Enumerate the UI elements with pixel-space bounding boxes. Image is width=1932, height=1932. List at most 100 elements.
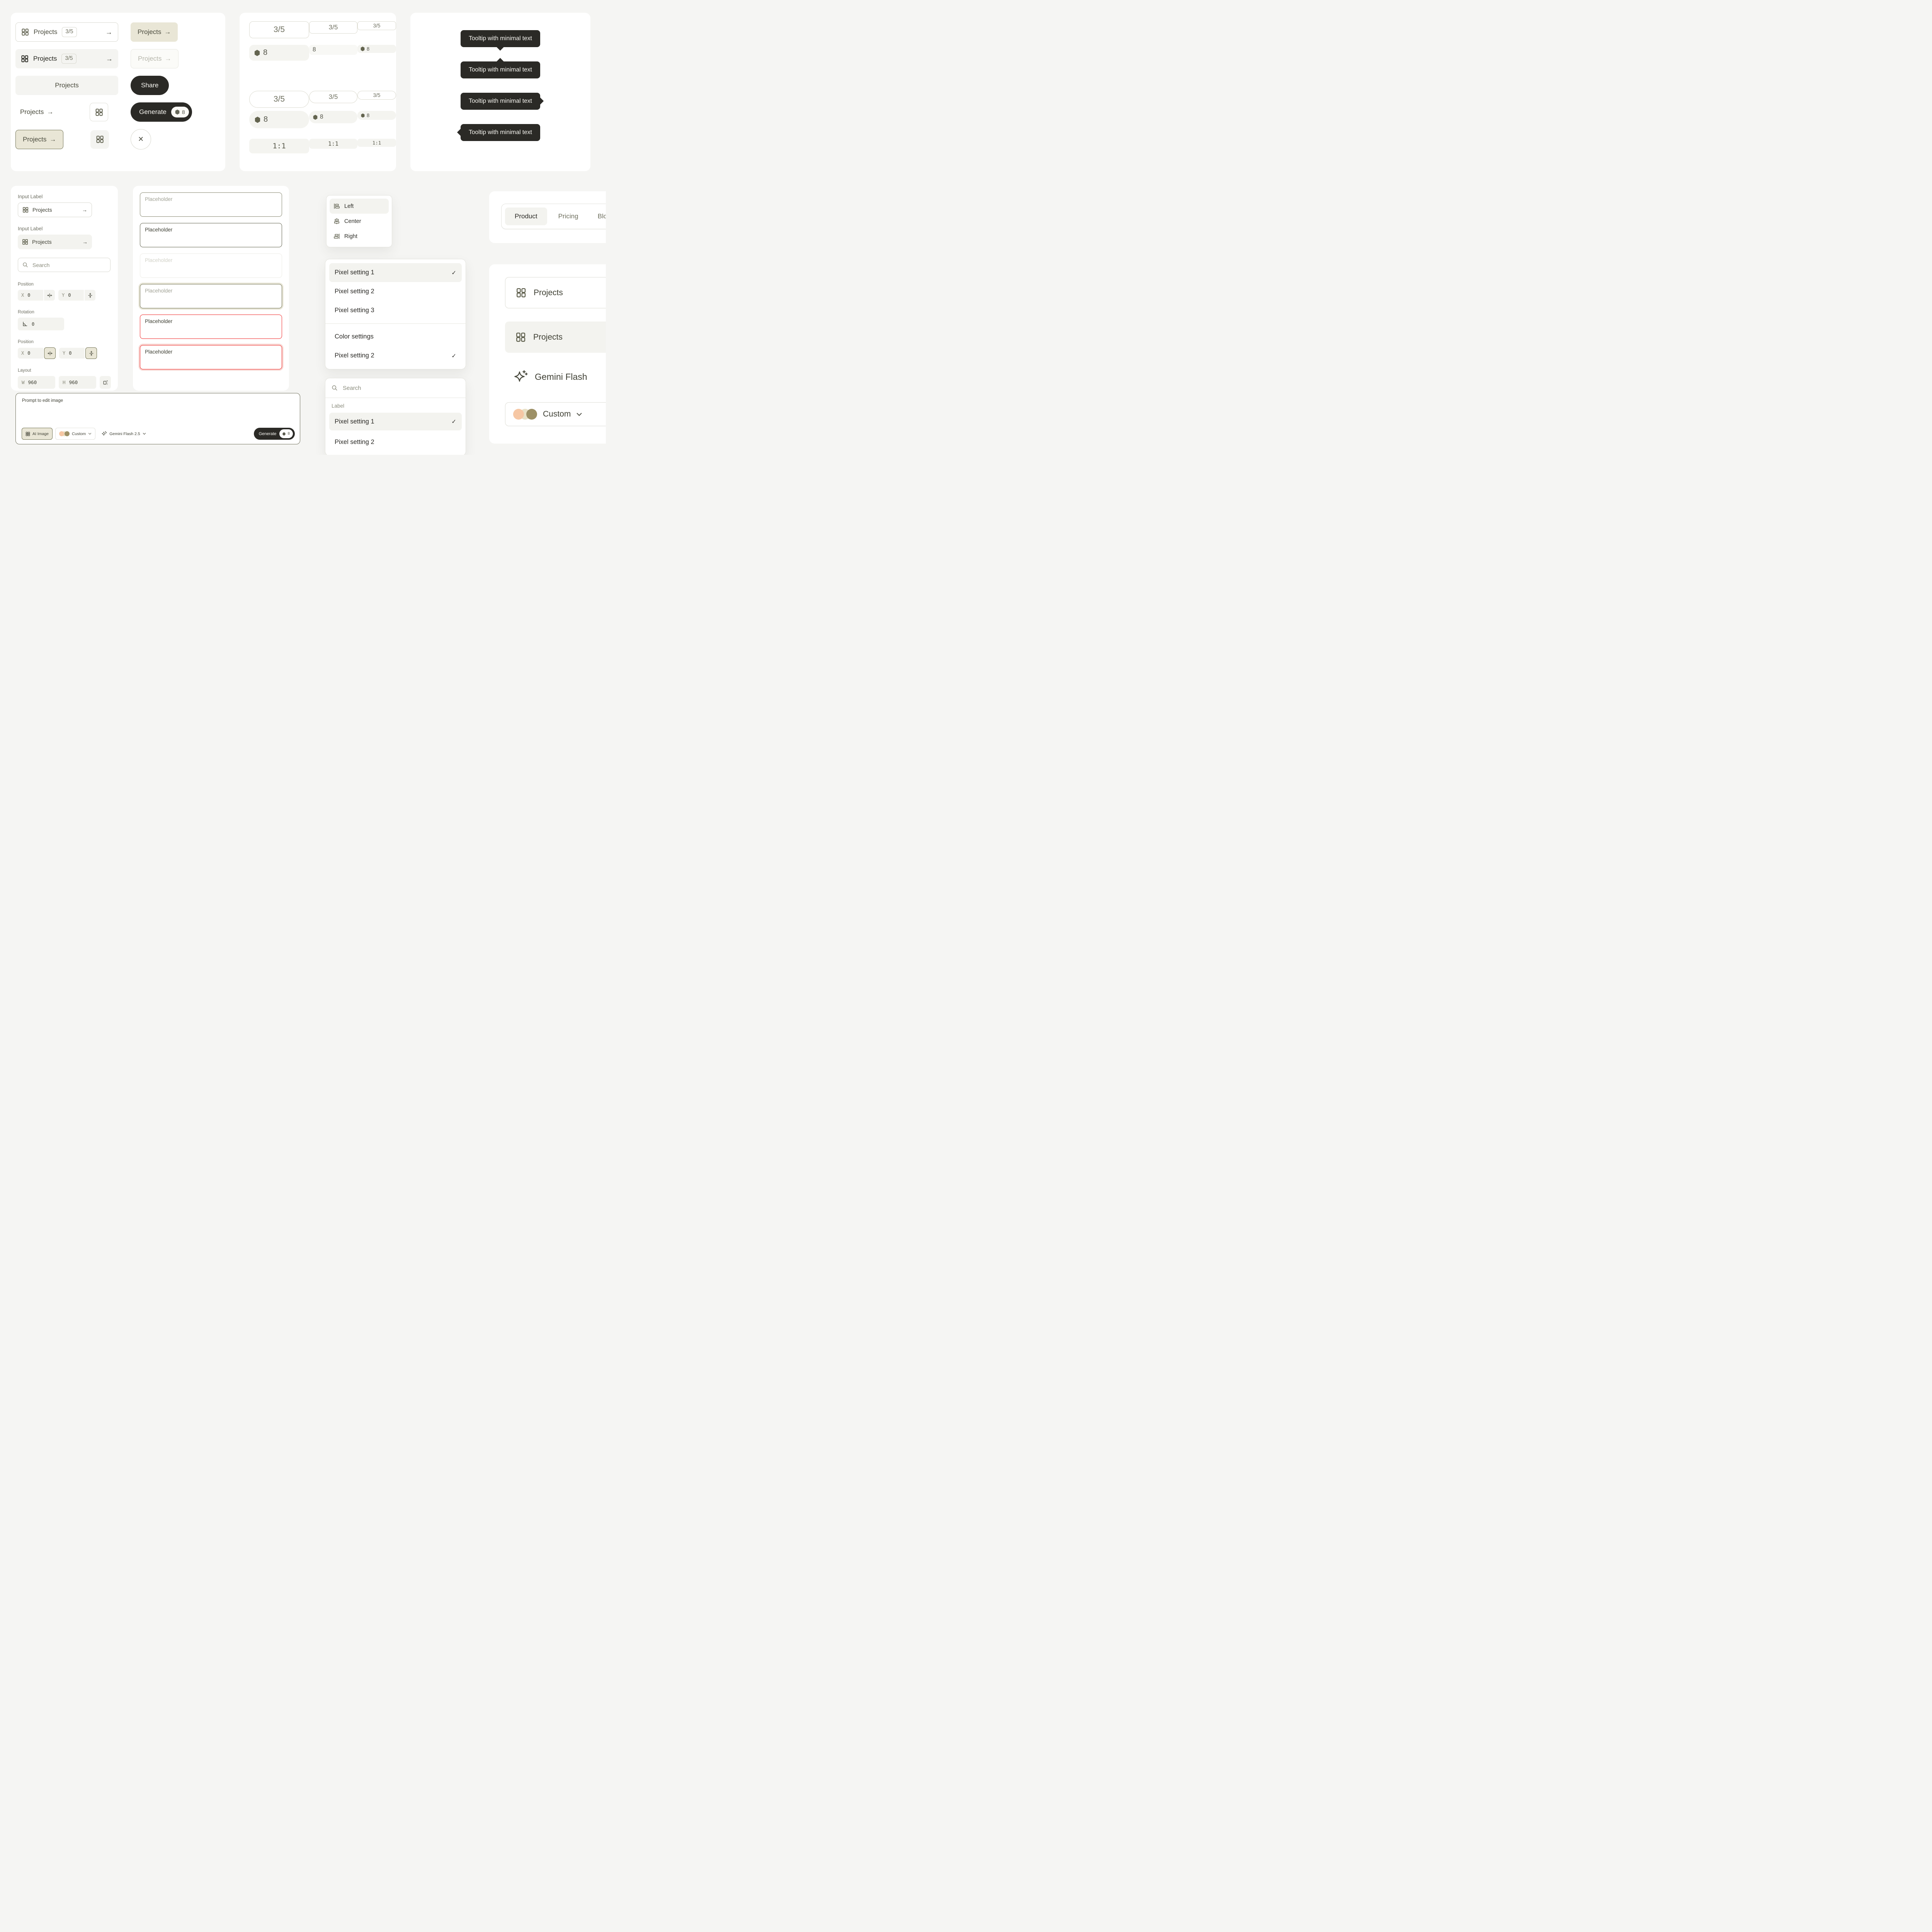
hexagon-credit-icon	[254, 49, 260, 56]
grid-icon	[21, 28, 29, 36]
button-label: Projects	[34, 28, 58, 36]
textarea-focused[interactable]	[140, 284, 282, 308]
button-label: Projects	[533, 332, 563, 342]
projects-soft-button[interactable]: Projects 3/5 →	[15, 49, 118, 68]
align-vertical-icon-button-active[interactable]	[85, 347, 97, 359]
projects-ghost-button[interactable]: Projects	[15, 76, 118, 95]
tooltips-card: Tooltip with minimal text Tooltip with m…	[410, 13, 590, 171]
hexagon-credit-icon	[361, 113, 365, 118]
ratio-pill-md: 3/5	[309, 91, 357, 103]
h-prefix: H	[63, 379, 66, 385]
projects-outline-button[interactable]: Projects 3/5 →	[15, 22, 118, 42]
textarea-default[interactable]	[140, 192, 282, 217]
menu-search-input[interactable]	[342, 384, 459, 392]
menu-item-pixel-setting-1[interactable]: Pixel setting 1 ✓	[329, 263, 462, 282]
arrow-right-icon: →	[165, 55, 172, 62]
generate-button[interactable]: Generate 8	[131, 102, 192, 122]
search-settings-menu: Label Pixel setting 1 ✓ Pixel setting 2	[325, 378, 466, 455]
chip-label: Custom	[72, 431, 86, 436]
menu-item-pixel-setting-2-selected[interactable]: Pixel setting 2 ✓	[329, 346, 462, 365]
model-name-row: Gemini Flash	[505, 369, 606, 384]
layout-label: Layout	[18, 368, 31, 373]
share-button[interactable]: Share	[131, 76, 169, 95]
width-input[interactable]: W 960	[18, 376, 56, 389]
textarea-error-focused[interactable]: Placeholder	[140, 345, 282, 369]
projects-big-outline-button[interactable]: Projects	[505, 277, 606, 308]
share-label: Share	[141, 82, 159, 89]
ratio-badge-sm: 3/5	[357, 21, 396, 30]
menu-item-pixel-setting-1[interactable]: Pixel setting 1 ✓	[329, 413, 462, 430]
tab-pricing[interactable]: Pricing	[558, 213, 578, 220]
credit-chip-lg: 8	[249, 45, 309, 61]
menu-item-pixel-setting-3[interactable]: Pixel setting 3	[329, 301, 462, 320]
menu-item-label: Pixel setting 2	[335, 438, 374, 446]
custom-style-button[interactable]: Custom	[505, 402, 606, 426]
textarea-filled[interactable]: Placeholder	[140, 223, 282, 247]
align-horizontal-icon	[47, 293, 53, 298]
grid-icon	[95, 108, 103, 116]
projects-big-soft-button[interactable]: Projects	[505, 321, 606, 353]
arrow-right-icon: →	[47, 108, 54, 116]
textarea-error[interactable]: Placeholder	[140, 315, 282, 339]
align-vertical-icon-button[interactable]	[85, 290, 95, 301]
generate-button[interactable]: Generate 8	[253, 428, 295, 440]
custom-style-chip[interactable]: Custom	[55, 428, 96, 440]
menu-item-pixel-setting-2[interactable]: Pixel setting 2	[329, 433, 462, 451]
grid-icon	[22, 207, 29, 213]
credit-pill-md: 8	[309, 111, 357, 123]
position-label: Position	[18, 282, 34, 287]
tab-blog[interactable]: Blog	[597, 213, 606, 220]
projects-select-soft[interactable]: Projects →	[18, 235, 92, 249]
ratio-pill-sm: 3/5	[357, 91, 396, 100]
projects-select-outline[interactable]: Projects →	[18, 202, 92, 217]
arrow-right-icon: →	[82, 207, 87, 213]
menu-item-left[interactable]: Left	[330, 199, 389, 214]
model-card: Projects Projects Gemini Flash Custom	[489, 264, 606, 444]
color-dots-icon	[513, 409, 537, 420]
menu-item-center[interactable]: Center	[330, 214, 389, 229]
navbar: Product Pricing Blog	[501, 204, 606, 229]
pixel-settings-menu: Pixel setting 1 ✓ Pixel setting 2 Pixel …	[325, 259, 466, 369]
grid-icon	[515, 332, 526, 342]
ai-image-chip[interactable]: AI Image	[22, 428, 53, 440]
grid-icon-button[interactable]	[90, 103, 108, 121]
credit-count: 8	[367, 112, 370, 118]
credit-counter: 8	[279, 429, 293, 438]
projects-tag-disabled-button[interactable]: Projects →	[131, 49, 179, 68]
textarea-disabled[interactable]	[140, 253, 282, 278]
model-name: Gemini Flash	[535, 371, 587, 382]
close-button[interactable]: ✕	[131, 129, 151, 150]
search-field	[18, 258, 111, 272]
search-input[interactable]	[32, 261, 106, 269]
rotation-input[interactable]: 0	[18, 318, 64, 330]
align-left-icon	[333, 203, 340, 209]
projects-tag-bordered-button[interactable]: Projects →	[15, 129, 64, 149]
height-input[interactable]: H 960	[59, 376, 97, 389]
frame-resize-icon-button[interactable]	[100, 376, 111, 389]
menu-item-label: Right	[344, 233, 357, 240]
menu-item-label: Pixel setting 1	[335, 269, 374, 276]
tab-product[interactable]: Product	[505, 207, 547, 225]
arrow-right-icon: →	[82, 239, 88, 245]
link-label: Projects	[20, 108, 44, 116]
align-horizontal-icon-button-active[interactable]	[44, 347, 56, 359]
align-horizontal-icon-button[interactable]	[44, 290, 55, 301]
projects-tag-button[interactable]: Projects →	[131, 22, 178, 42]
projects-link[interactable]: Projects →	[20, 108, 53, 116]
menu-item-pixel-setting-2[interactable]: Pixel setting 2	[329, 282, 462, 301]
grid-icon-button-soft[interactable]	[90, 130, 109, 149]
menu-item-right[interactable]: Right	[330, 229, 389, 244]
credit-count: 8	[264, 115, 268, 124]
ratio-badge-lg: 3/5	[249, 21, 309, 38]
button-label: Projects	[534, 288, 563, 297]
credit-count: 8	[320, 114, 323, 120]
model-selector-chip[interactable]: Gemini Flash 2.5	[101, 431, 146, 437]
prompt-toolbar: AI Image Custom Gemini Flash 2.5 Generat…	[22, 428, 295, 440]
arrow-right-icon: →	[164, 28, 171, 36]
